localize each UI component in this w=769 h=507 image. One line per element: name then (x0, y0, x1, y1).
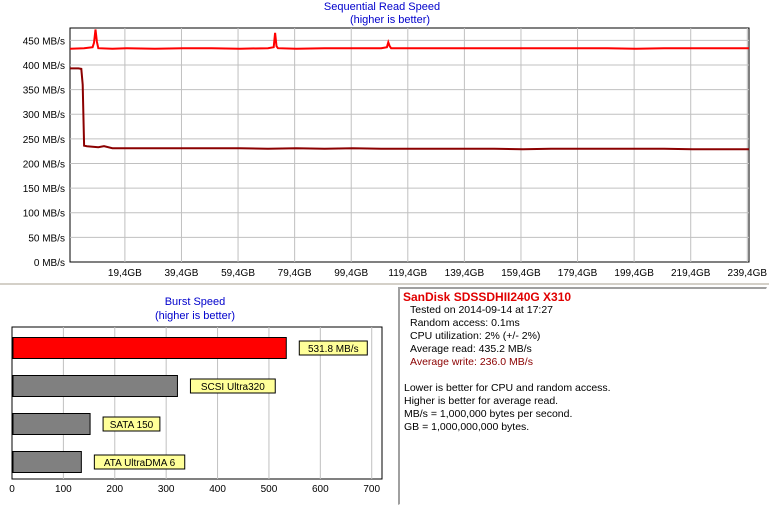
info-cpu-utilization: CPU utilization: 2% (+/- 2%) (410, 330, 541, 342)
drive-name: SanDisk SDSSDHII240G X310 (403, 290, 572, 304)
seq-x-tick-label: 219,4GB (671, 268, 711, 279)
burst-x-tick-label: 500 (261, 484, 278, 495)
seq-y-tick-label: 400 MB/s (23, 61, 65, 72)
note-lower-better: Lower is better for CPU and random acces… (404, 382, 611, 394)
seq-grid (70, 28, 749, 262)
burst-data-label: 531.8 MB/s (308, 344, 359, 355)
seq-x-tick-label: 239,4GB (728, 268, 768, 279)
burst-data-label-box (189, 378, 276, 394)
panel-divider (0, 283, 769, 285)
burst-bar (12, 451, 82, 473)
burst-bar (12, 337, 287, 359)
seq-y-tick-label: 0 MB/s (34, 258, 65, 269)
seq-y-tick-label: 250 MB/s (23, 135, 65, 146)
burst-x-tick-label: 700 (363, 484, 380, 495)
burst-data-label-box (102, 416, 161, 432)
info-random-access: Random access: 0.1ms (410, 317, 520, 329)
note-mbs-definition: MB/s = 1,000,000 bytes per second. (404, 408, 573, 420)
seq-y-tick-label: 450 MB/s (23, 36, 65, 47)
burst-data-label-box (93, 454, 186, 470)
burst-data-label: SATA 150 (110, 420, 154, 431)
seq-x-tick-label: 139,4GB (445, 268, 485, 279)
note-gb-definition: GB = 1,000,000,000 bytes. (404, 421, 530, 433)
burst-x-tick-label: 200 (106, 484, 123, 495)
seq-series-line-1 (70, 67, 749, 151)
seq-y-tick-label: 350 MB/s (23, 86, 65, 97)
seq-x-tick-labels: 19,4GB 39,4GB 59,4GB 79,4GB 99,4GB 119,4GB 139… (108, 268, 767, 279)
seq-x-tick-label: 159,4GB (501, 268, 541, 279)
burst-bar (12, 375, 178, 397)
burst-data-label-box (298, 340, 368, 356)
burst-data-label: SCSI Ultra320 (201, 382, 265, 393)
burst-x-tick-label: 300 (158, 484, 175, 495)
burst-x-tick-label: 600 (312, 484, 329, 495)
seq-x-tick-label: 59,4GB (221, 268, 255, 279)
seq-chart-subtitle: (higher is better) (350, 14, 430, 26)
burst-bars: 531.8 MB/s SCSI Ultra320 SATA 150 ATA Ultra… (12, 337, 368, 473)
sequential-read-chart: Sequential Read Speed (higher is better)… (23, 1, 768, 279)
burst-speed-chart: Burst Speed (higher is better) 531.8 MB/… (9, 296, 383, 495)
burst-x-tick-label: 100 (55, 484, 72, 495)
seq-x-tick-label: 19,4GB (108, 268, 142, 279)
burst-data-label: ATA UltraDMA 6 (104, 458, 176, 469)
seq-y-tick-label: 50 MB/s (28, 233, 65, 244)
seq-y-tick-labels: 0 MB/s 50 MB/s 100 MB/s 150 MB/s 200 MB/s 250… (23, 36, 65, 269)
info-average-write: Average write: 236.0 MB/s (410, 356, 533, 368)
burst-x-tick-labels: 0 100 200 300 400 500 600 700 (9, 484, 380, 495)
seq-x-tick-label: 99,4GB (334, 268, 368, 279)
seq-series-line-0 (69, 29, 749, 50)
seq-x-tick-label: 179,4GB (558, 268, 598, 279)
burst-x-tick-label: 0 (9, 484, 15, 495)
seq-y-tick-label: 200 MB/s (23, 159, 65, 170)
info-tested-on: Tested on 2014-09-14 at 17:27 (410, 304, 554, 316)
burst-chart-title: Burst Speed (165, 296, 226, 308)
burst-chart-subtitle: (higher is better) (155, 310, 235, 322)
info-panel: SanDisk SDSSDHII240G X310 Tested on 2014… (398, 287, 767, 505)
seq-x-tick-label: 199,4GB (614, 268, 654, 279)
burst-x-tick-label: 400 (209, 484, 226, 495)
seq-x-tick-label: 39,4GB (165, 268, 199, 279)
burst-bar (12, 413, 91, 435)
seq-y-tick-label: 300 MB/s (23, 110, 65, 121)
seq-y-tick-label: 150 MB/s (23, 184, 65, 195)
seq-chart-title: Sequential Read Speed (324, 1, 440, 13)
seq-series-lines (69, 29, 749, 151)
seq-x-tick-label: 119,4GB (388, 268, 427, 279)
note-higher-better: Higher is better for average read. (404, 395, 559, 407)
seq-y-tick-label: 100 MB/s (23, 209, 65, 220)
info-average-read: Average read: 435.2 MB/s (410, 343, 532, 355)
seq-x-tick-label: 79,4GB (278, 268, 312, 279)
seq-plot-area (69, 27, 750, 263)
